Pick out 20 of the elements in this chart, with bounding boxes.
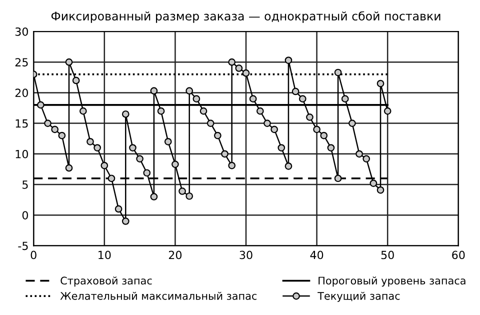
x-tick-label: 10 [98,250,111,260]
y-tick-label: -5 [18,242,28,250]
legend-label: Текущий запас [318,292,400,302]
x-tick-label: 40 [310,250,324,260]
legend-label: Желательный максимальный запас [60,292,257,300]
y-tick-label: 10 [16,150,28,158]
y-tick-label: 30 [15,27,28,36]
y-tick-label: 5 [22,180,28,189]
y-tick-label: 0 [22,211,28,220]
y-tick-label: 15 [16,119,28,128]
chart-title: Фиксированный размер заказа — однократный сбой поставки [51,11,440,23]
x-tick-label: 60 [452,250,465,260]
legend-label: Страховой запас [60,276,152,287]
x-tick-label: 50 [381,250,394,260]
x-tick-label: 20 [168,250,182,260]
y-tick-label: 25 [15,58,28,66]
y-tick-label: 20 [15,88,28,98]
x-tick-label: 30 [240,250,252,260]
legend-label: Пороговый уровень запаса [318,276,466,287]
x-tick-label: 0 [30,250,36,260]
